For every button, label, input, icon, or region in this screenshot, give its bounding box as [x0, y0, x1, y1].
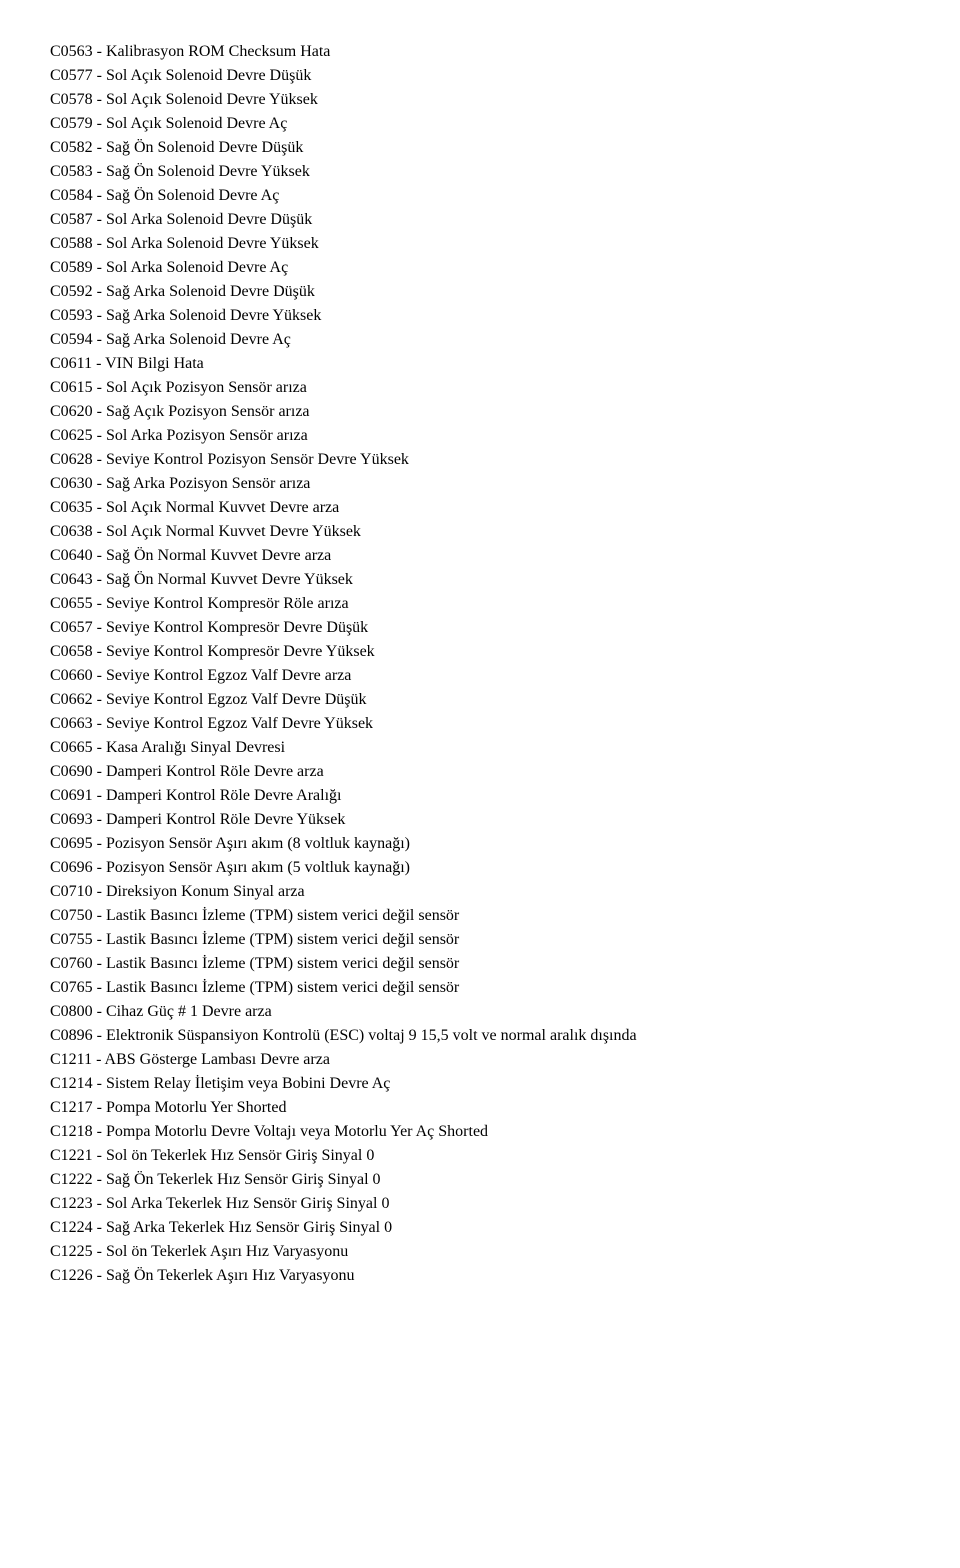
error-code-line: C0628 - Seviye Kontrol Pozisyon Sensör D… — [50, 448, 910, 472]
error-code-line: C0587 - Sol Arka Solenoid Devre Düşük — [50, 208, 910, 232]
error-code-line: C0693 - Damperi Kontrol Röle Devre Yükse… — [50, 808, 910, 832]
error-code-line: C0800 - Cihaz Güç # 1 Devre arza — [50, 1000, 910, 1024]
error-code-line: C0760 - Lastik Basıncı İzleme (TPM) sist… — [50, 952, 910, 976]
error-code-line: C0615 - Sol Açık Pozisyon Sensör arıza — [50, 376, 910, 400]
error-code-line: C1218 - Pompa Motorlu Devre Voltajı veya… — [50, 1120, 910, 1144]
error-code-line: C1224 - Sağ Arka Tekerlek Hız Sensör Gir… — [50, 1216, 910, 1240]
error-code-line: C0563 - Kalibrasyon ROM Checksum Hata — [50, 40, 910, 64]
error-code-line: C0755 - Lastik Basıncı İzleme (TPM) sist… — [50, 928, 910, 952]
error-code-list: C0563 - Kalibrasyon ROM Checksum HataC05… — [50, 40, 910, 1288]
error-code-line: C0665 - Kasa Aralığı Sinyal Devresi — [50, 736, 910, 760]
error-code-line: C0655 - Seviye Kontrol Kompresör Röle ar… — [50, 592, 910, 616]
error-code-line: C0710 - Direksiyon Konum Sinyal arza — [50, 880, 910, 904]
error-code-line: C1223 - Sol Arka Tekerlek Hız Sensör Gir… — [50, 1192, 910, 1216]
error-code-line: C1222 - Sağ Ön Tekerlek Hız Sensör Giriş… — [50, 1168, 910, 1192]
error-code-line: C0620 - Sağ Açık Pozisyon Sensör arıza — [50, 400, 910, 424]
error-code-line: C0765 - Lastik Basıncı İzleme (TPM) sist… — [50, 976, 910, 1000]
error-code-line: C0583 - Sağ Ön Solenoid Devre Yüksek — [50, 160, 910, 184]
error-code-line: C1214 - Sistem Relay İletişim veya Bobin… — [50, 1072, 910, 1096]
error-code-line: C1226 - Sağ Ön Tekerlek Aşırı Hız Varyas… — [50, 1264, 910, 1288]
error-code-line: C0896 - Elektronik Süspansiyon Kontrolü … — [50, 1024, 910, 1048]
error-code-line: C0579 - Sol Açık Solenoid Devre Aç — [50, 112, 910, 136]
error-code-line: C0691 - Damperi Kontrol Röle Devre Aralı… — [50, 784, 910, 808]
error-code-line: C0592 - Sağ Arka Solenoid Devre Düşük — [50, 280, 910, 304]
error-code-line: C0625 - Sol Arka Pozisyon Sensör arıza — [50, 424, 910, 448]
error-code-line: C0578 - Sol Açık Solenoid Devre Yüksek — [50, 88, 910, 112]
error-code-line: C0582 - Sağ Ön Solenoid Devre Düşük — [50, 136, 910, 160]
error-code-line: C0577 - Sol Açık Solenoid Devre Düşük — [50, 64, 910, 88]
error-code-line: C0695 - Pozisyon Sensör Aşırı akım (8 vo… — [50, 832, 910, 856]
error-code-line: C0584 - Sağ Ön Solenoid Devre Aç — [50, 184, 910, 208]
error-code-line: C0662 - Seviye Kontrol Egzoz Valf Devre … — [50, 688, 910, 712]
error-code-line: C0640 - Sağ Ön Normal Kuvvet Devre arza — [50, 544, 910, 568]
error-code-line: C0643 - Sağ Ön Normal Kuvvet Devre Yükse… — [50, 568, 910, 592]
error-code-line: C0696 - Pozisyon Sensör Aşırı akım (5 vo… — [50, 856, 910, 880]
error-code-line: C0635 - Sol Açık Normal Kuvvet Devre arz… — [50, 496, 910, 520]
error-code-line: C0589 - Sol Arka Solenoid Devre Aç — [50, 256, 910, 280]
error-code-line: C0658 - Seviye Kontrol Kompresör Devre Y… — [50, 640, 910, 664]
error-code-line: C0660 - Seviye Kontrol Egzoz Valf Devre … — [50, 664, 910, 688]
error-code-line: C1211 - ABS Gösterge Lambası Devre arza — [50, 1048, 910, 1072]
error-code-line: C0750 - Lastik Basıncı İzleme (TPM) sist… — [50, 904, 910, 928]
error-code-line: C0638 - Sol Açık Normal Kuvvet Devre Yük… — [50, 520, 910, 544]
error-code-line: C1221 - Sol ön Tekerlek Hız Sensör Giriş… — [50, 1144, 910, 1168]
error-code-line: C0611 - VIN Bilgi Hata — [50, 352, 910, 376]
error-code-line: C0690 - Damperi Kontrol Röle Devre arza — [50, 760, 910, 784]
error-code-line: C0630 - Sağ Arka Pozisyon Sensör arıza — [50, 472, 910, 496]
error-code-line: C0593 - Sağ Arka Solenoid Devre Yüksek — [50, 304, 910, 328]
error-code-line: C1217 - Pompa Motorlu Yer Shorted — [50, 1096, 910, 1120]
error-code-line: C1225 - Sol ön Tekerlek Aşırı Hız Varyas… — [50, 1240, 910, 1264]
error-code-line: C0663 - Seviye Kontrol Egzoz Valf Devre … — [50, 712, 910, 736]
error-code-line: C0594 - Sağ Arka Solenoid Devre Aç — [50, 328, 910, 352]
error-code-line: C0657 - Seviye Kontrol Kompresör Devre D… — [50, 616, 910, 640]
error-code-line: C0588 - Sol Arka Solenoid Devre Yüksek — [50, 232, 910, 256]
